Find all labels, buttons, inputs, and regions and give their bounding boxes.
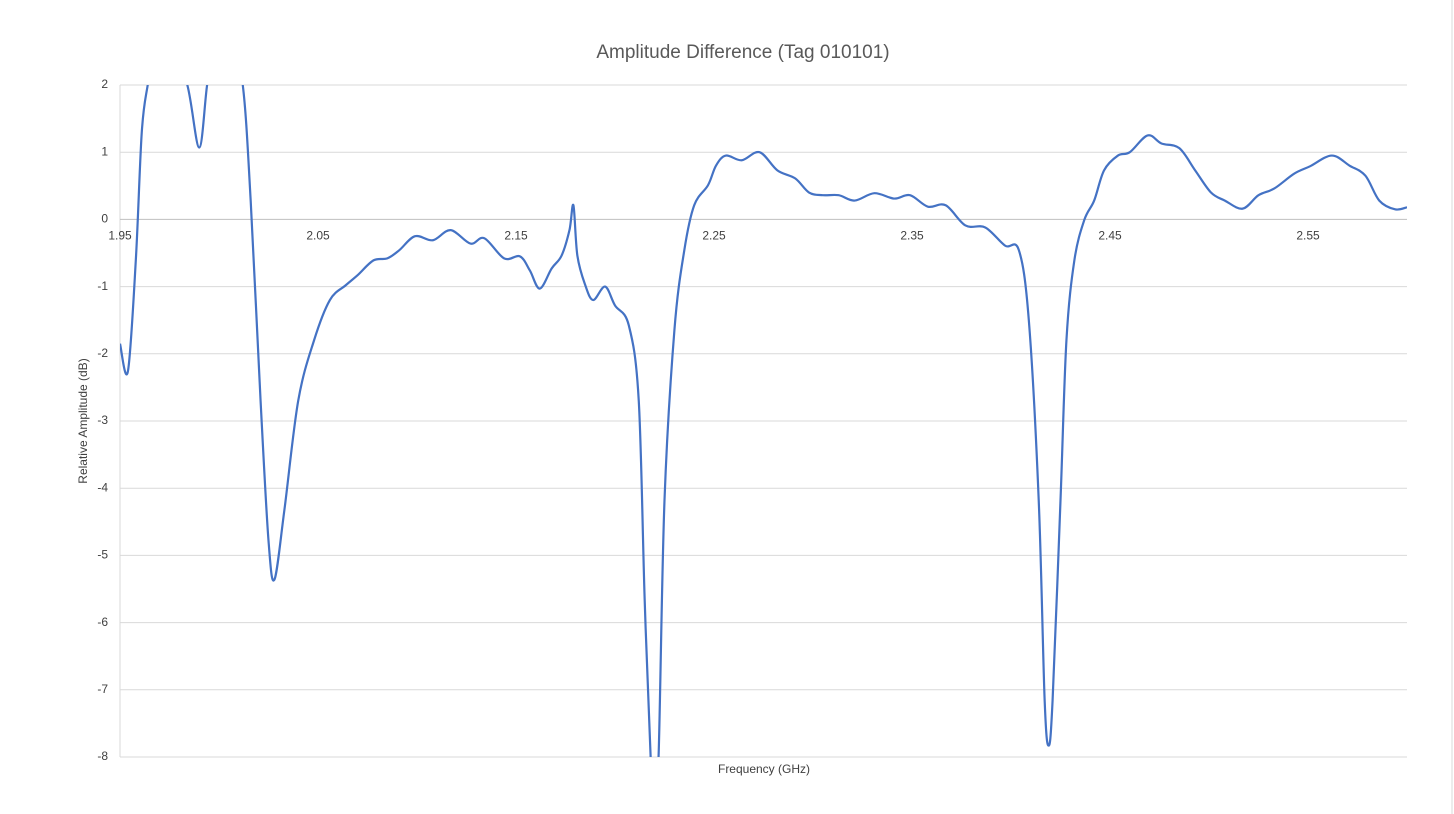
y-tick-label: -1 <box>97 279 108 293</box>
y-tick-label: -2 <box>97 346 108 360</box>
chart-title: Amplitude Difference (Tag 010101) <box>596 42 889 63</box>
x-axis-label: Frequency (GHz) <box>718 762 810 776</box>
y-tick-label: -7 <box>97 682 108 696</box>
x-tick-label: 2.45 <box>1098 229 1122 243</box>
y-tick-label: -5 <box>97 548 108 562</box>
x-tick-label: 1.95 <box>108 229 132 243</box>
y-tick-label: 0 <box>101 212 108 226</box>
y-tick-label: -8 <box>97 749 108 763</box>
data-line <box>120 85 1407 757</box>
y-tick-label: 2 <box>101 77 108 91</box>
y-tick-label: 1 <box>101 144 108 158</box>
y-tick-label: -3 <box>97 413 108 427</box>
x-tick-label: 2.25 <box>702 229 726 243</box>
y-axis-label: Relative Amplitude (dB) <box>76 358 90 483</box>
x-tick-label: 2.55 <box>1296 229 1320 243</box>
y-tick-label: -4 <box>97 480 108 494</box>
x-tick-label: 2.35 <box>900 229 924 243</box>
x-tick-label: 2.05 <box>306 229 330 243</box>
y-tick-label: -6 <box>97 615 108 629</box>
x-tick-label: 2.15 <box>504 229 528 243</box>
